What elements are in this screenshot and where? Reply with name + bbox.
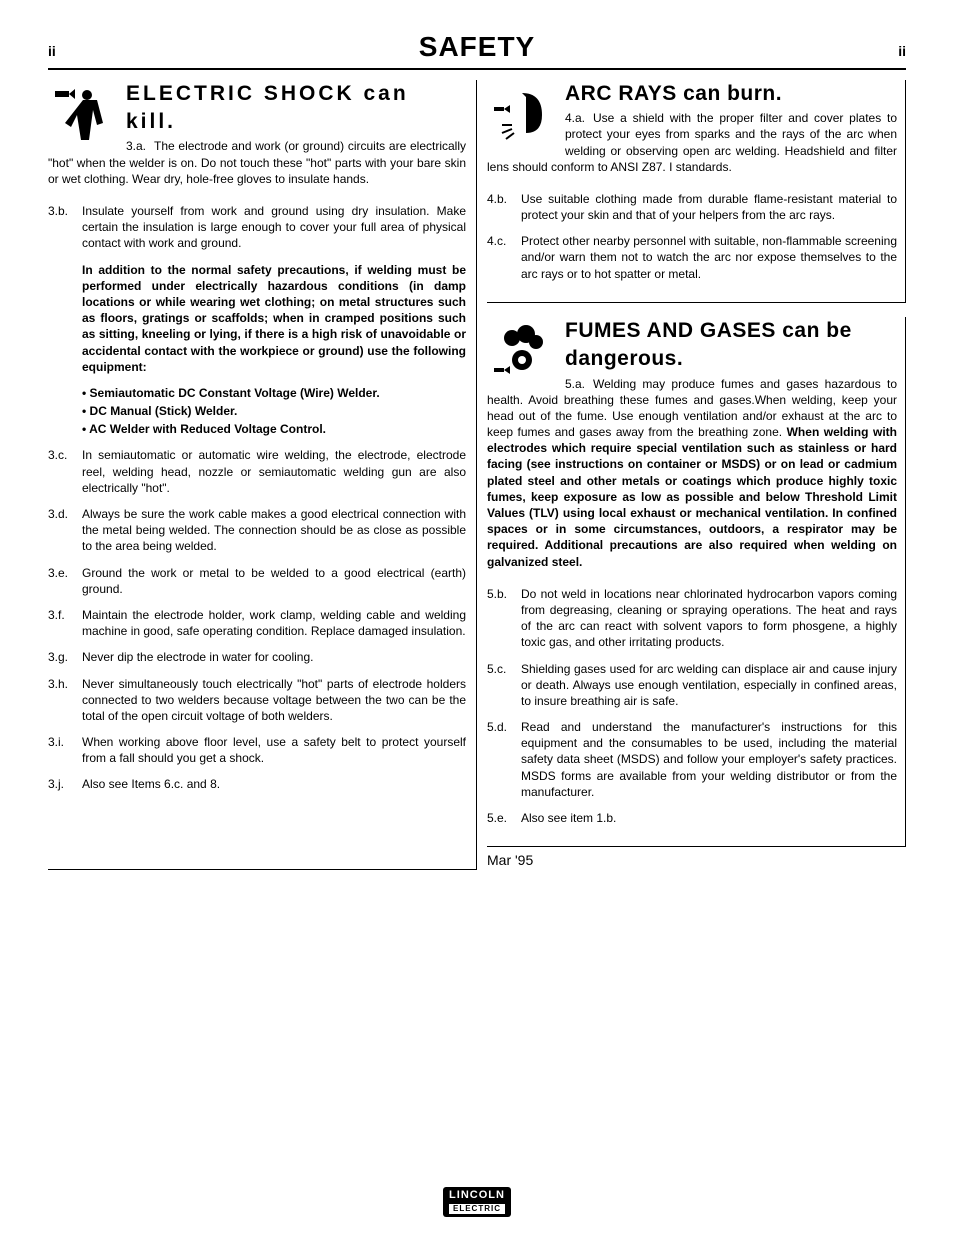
item-num: 4.a. [565, 110, 593, 126]
fumes-box: FUMES AND GASES can be dangerous. 5.a.We… [487, 317, 906, 847]
item-3j: 3.j.Also see Items 6.c. and 8. [48, 776, 466, 792]
item-num: 3.c. [48, 447, 82, 496]
item-3d: 3.d.Always be sure the work cable makes … [48, 506, 466, 555]
item-text: Also see item 1.b. [521, 810, 897, 826]
item-bold: When welding with electrodes which requi… [487, 425, 897, 569]
item-text: Shielding gases used for arc welding can… [521, 661, 897, 710]
item-num: 5.c. [487, 661, 521, 710]
item-3c: 3.c.In semiautomatic or automatic wire w… [48, 447, 466, 496]
page-number-left: ii [48, 42, 56, 61]
item-text: In semiautomatic or automatic wire weldi… [82, 447, 466, 496]
item-text: Ground the work or metal to be welded to… [82, 565, 466, 597]
item-num: 4.b. [487, 191, 521, 223]
logo-line2: ELECTRIC [449, 1204, 505, 1214]
item-5e: 5.e.Also see item 1.b. [487, 810, 897, 826]
item-5a: 5.a.Welding may produce fumes and gases … [487, 376, 897, 570]
content-columns: ELECTRIC SHOCK can kill. 3.a.The electro… [48, 80, 906, 870]
item-5b: 5.b.Do not weld in locations near chlori… [487, 586, 897, 651]
fumes-section: FUMES AND GASES can be dangerous. 5.a.We… [487, 317, 897, 570]
item-num: 3.f. [48, 607, 82, 639]
item-num: 3.j. [48, 776, 82, 792]
item-num: 5.e. [487, 810, 521, 826]
page-title: SAFETY [419, 28, 535, 66]
arc-rays-box: ARC RAYS can burn. 4.a.Use a shield with… [487, 80, 906, 303]
item-num [48, 262, 82, 375]
item-text: Protect other nearby personnel with suit… [521, 233, 897, 282]
item-bold-precaution: In addition to the normal safety precaut… [48, 262, 466, 375]
item-text: Always be sure the work cable makes a go… [82, 506, 466, 555]
item-num: 5.a. [565, 376, 593, 392]
item-3e: 3.e.Ground the work or metal to be welde… [48, 565, 466, 597]
fumes-icon [487, 317, 557, 387]
item-5c: 5.c.Shielding gases used for arc welding… [487, 661, 897, 710]
left-column: ELECTRIC SHOCK can kill. 3.a.The electro… [48, 80, 477, 870]
page-header: ii SAFETY ii [48, 28, 906, 70]
item-num: 4.c. [487, 233, 521, 282]
footer-logo: LINCOLN ELECTRIC [0, 1187, 954, 1217]
bullet: • Semiautomatic DC Constant Voltage (Wir… [82, 385, 466, 401]
item-text: Insulate yourself from work and ground u… [82, 203, 466, 252]
arc-rays-section: ARC RAYS can burn. 4.a.Use a shield with… [487, 80, 897, 175]
revision-date: Mar '95 [487, 851, 906, 870]
item-num: 3.e. [48, 565, 82, 597]
item-5d: 5.d.Read and understand the manufacturer… [487, 719, 897, 800]
item-num: 3.b. [48, 203, 82, 252]
item-text: Also see Items 6.c. and 8. [82, 776, 466, 792]
item-num: 5.b. [487, 586, 521, 651]
shock-icon [48, 80, 118, 150]
bullet: • AC Welder with Reduced Voltage Control… [82, 421, 466, 437]
item-3h: 3.h.Never simultaneously touch electrica… [48, 676, 466, 725]
item-3g: 3.g.Never dip the electrode in water for… [48, 649, 466, 665]
item-3i: 3.i.When working above floor level, use … [48, 734, 466, 766]
equipment-bullets: • Semiautomatic DC Constant Voltage (Wir… [82, 385, 466, 438]
item-text: In addition to the normal safety precaut… [82, 262, 466, 375]
item-num: 3.d. [48, 506, 82, 555]
item-num: 3.a. [126, 138, 154, 154]
item-num: 3.h. [48, 676, 82, 725]
logo-line1: LINCOLN [449, 1189, 505, 1201]
item-text: Do not weld in locations near chlorinate… [521, 586, 897, 651]
right-column: ARC RAYS can burn. 4.a.Use a shield with… [477, 80, 906, 870]
item-num: 3.g. [48, 649, 82, 665]
item-text: Read and understand the manufacturer's i… [521, 719, 897, 800]
arc-rays-icon [487, 80, 557, 150]
item-4c: 4.c.Protect other nearby personnel with … [487, 233, 897, 282]
item-3f: 3.f.Maintain the electrode holder, work … [48, 607, 466, 639]
item-text: Never simultaneously touch electrically … [82, 676, 466, 725]
electric-shock-section: ELECTRIC SHOCK can kill. 3.a.The electro… [48, 80, 466, 187]
item-text: When working above floor level, use a sa… [82, 734, 466, 766]
lincoln-logo-icon: LINCOLN ELECTRIC [443, 1187, 511, 1217]
item-text: Maintain the electrode holder, work clam… [82, 607, 466, 639]
item-4b: 4.b.Use suitable clothing made from dura… [487, 191, 897, 223]
item-num: 5.d. [487, 719, 521, 800]
page-number-right: ii [898, 42, 906, 61]
item-text: Never dip the electrode in water for coo… [82, 649, 466, 665]
item-text: Use suitable clothing made from durable … [521, 191, 897, 223]
item-3b: 3.b. Insulate yourself from work and gro… [48, 203, 466, 252]
bullet: • DC Manual (Stick) Welder. [82, 403, 466, 419]
item-num: 3.i. [48, 734, 82, 766]
